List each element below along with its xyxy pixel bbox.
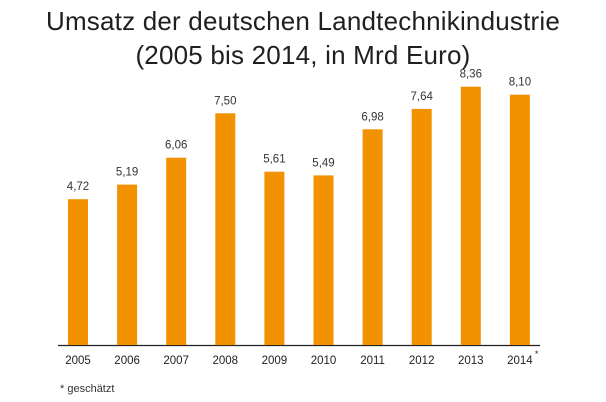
bar-2014 [509,94,530,345]
value-label-2009: 5,61 [263,154,285,166]
tick-label-2006: 2006 [114,355,140,367]
tick-label-2013: 2013 [458,355,484,367]
value-label-2006: 5,19 [116,167,138,179]
value-label-2005: 4,72 [67,181,89,193]
value-label-2013: 8,36 [460,69,482,81]
bar-2006 [117,184,138,345]
value-label-2010: 5,49 [312,157,334,169]
footnote: * geschätzt [60,383,115,395]
chart-title-block: Umsatz der deutschen Landtechnikindustri… [0,4,606,72]
bar-2007 [166,157,187,345]
tick-label-2011: 2011 [360,355,385,367]
bar-2008 [215,113,236,346]
value-label-2008: 7,50 [214,95,236,107]
chart-title: Umsatz der deutschen Landtechnikindustri… [45,6,561,36]
tick-label-2014: 2014 [507,355,533,367]
tick-label-2008: 2008 [213,355,239,367]
chart-subtitle: (2005 bis 2014, in Mrd Euro) [135,40,471,70]
tick-label-2009: 2009 [262,355,288,367]
value-label-2012: 7,64 [411,91,434,103]
tick-label-2010: 2010 [311,355,337,367]
bar-2005 [68,199,88,345]
bar-2013 [460,86,481,345]
value-label-2007: 6,06 [165,140,187,152]
tick-marker-2014: * [535,349,539,359]
tick-label-2012: 2012 [409,355,435,367]
bar-2012 [411,108,432,346]
value-label-2011: 6,98 [361,111,383,123]
tick-label-2007: 2007 [163,355,189,367]
tick-label-2005: 2005 [65,355,91,367]
value-label-2014: 8,10 [509,77,531,89]
bar-2011 [362,129,383,345]
bar-2009 [264,171,285,345]
bar-2010 [313,175,334,345]
